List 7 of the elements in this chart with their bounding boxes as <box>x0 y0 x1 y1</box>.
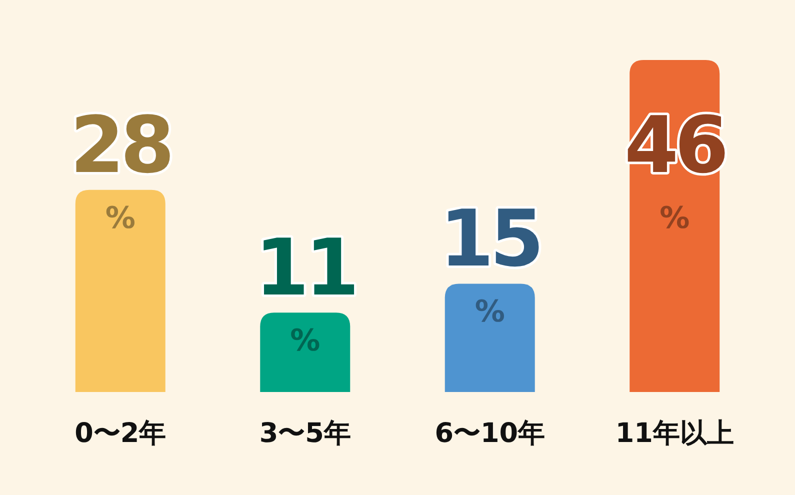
x-tick-label: 0〜2年 <box>74 418 166 449</box>
data-label: 28% <box>70 101 171 236</box>
x-tick-label: 6〜10年 <box>434 418 546 449</box>
x-tick-label: 11年以上 <box>615 418 734 449</box>
data-label: 15% <box>440 194 540 330</box>
data-label: 11% <box>254 224 356 359</box>
x-tick-label: 3〜5年 <box>259 418 351 449</box>
